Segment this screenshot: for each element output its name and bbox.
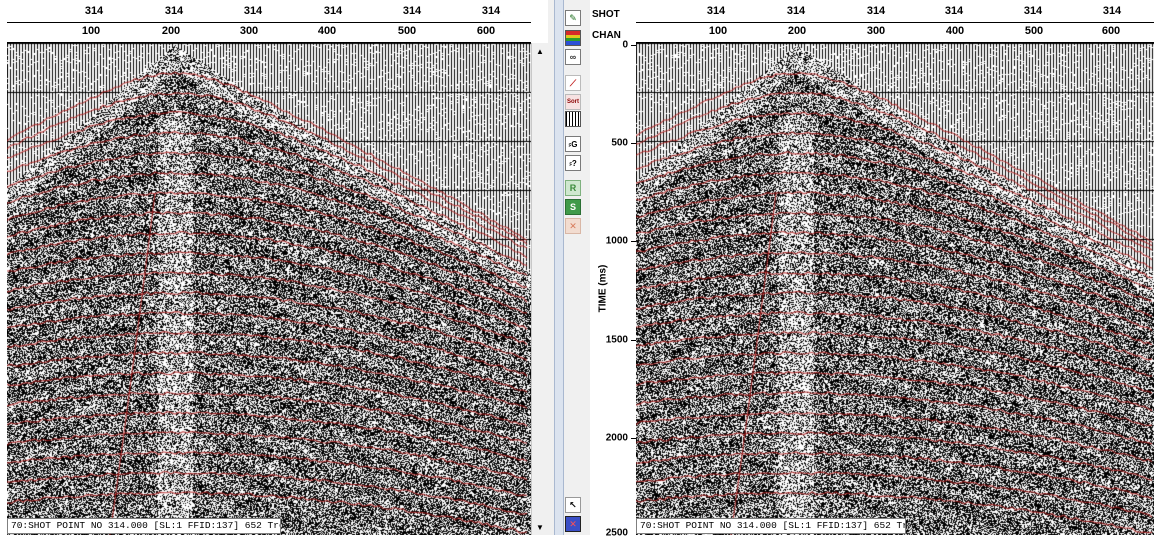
shot-label: 314 bbox=[323, 5, 343, 17]
chan-label: 600 bbox=[1101, 25, 1121, 37]
time-tick bbox=[631, 438, 636, 439]
chan-axis-label: CHAN bbox=[592, 30, 621, 41]
shot-label: 314 bbox=[866, 5, 886, 17]
r-icon[interactable]: R bbox=[565, 180, 581, 196]
color-bar-icon[interactable] bbox=[565, 30, 581, 46]
chan-label: 200 bbox=[161, 25, 181, 37]
query-icon[interactable]: ⸗? bbox=[565, 155, 581, 171]
chan-label: 500 bbox=[397, 25, 417, 37]
goto-icon[interactable]: ⸗G bbox=[565, 136, 581, 152]
sort-icon[interactable]: Sort bbox=[565, 94, 581, 110]
right-shot-header: 314 314 314 314 314 314 bbox=[636, 0, 1154, 23]
chan-label: 100 bbox=[81, 25, 101, 37]
time-tick bbox=[631, 45, 636, 46]
chan-label: 400 bbox=[317, 25, 337, 37]
shot-label: 314 bbox=[84, 5, 104, 17]
shot-label: 314 bbox=[944, 5, 964, 17]
time-tick-label: 0 bbox=[622, 39, 628, 51]
time-axis-title: TIME (ms) bbox=[597, 264, 609, 313]
trace-grid-icon[interactable] bbox=[565, 111, 581, 127]
scroll-up-button[interactable]: ▲ bbox=[532, 43, 548, 59]
time-tick bbox=[631, 241, 636, 242]
time-tick-label: 1500 bbox=[605, 334, 628, 346]
time-tick-label: 2500 bbox=[605, 527, 628, 539]
shot-label: 314 bbox=[706, 5, 726, 17]
time-tick bbox=[631, 143, 636, 144]
chan-label: 200 bbox=[787, 25, 807, 37]
chan-label: 300 bbox=[239, 25, 259, 37]
chan-label: 100 bbox=[708, 25, 728, 37]
shot-label: 314 bbox=[164, 5, 184, 17]
chan-label: 500 bbox=[1024, 25, 1044, 37]
left-shot-header: 314 314 314 314 314 314 bbox=[7, 0, 531, 23]
vertical-toolbar: ✎ ∞ ⟋ Sort ⸗G ⸗? R S ✕ ↖ ✕ bbox=[548, 0, 590, 535]
time-tick-label: 1000 bbox=[605, 235, 628, 247]
time-axis: TIME (ms) 0 500 1000 1500 2000 2500 bbox=[591, 39, 636, 539]
shot-label: 314 bbox=[243, 5, 263, 17]
shot-label: 314 bbox=[481, 5, 501, 17]
left-seismic-canvas[interactable] bbox=[7, 43, 531, 535]
chan-label: 400 bbox=[945, 25, 965, 37]
shot-label: 314 bbox=[402, 5, 422, 17]
left-chan-header: 100 200 300 400 500 600 bbox=[7, 23, 531, 43]
vertical-scrollbar[interactable]: ▲ ▼ bbox=[531, 43, 548, 535]
left-status-bar: 70:SHOT POINT NO 314.000 [SL:1 FFID:137]… bbox=[7, 518, 281, 534]
shot-label: 314 bbox=[1102, 5, 1122, 17]
time-tick bbox=[631, 340, 636, 341]
toolbar-divider bbox=[554, 0, 564, 535]
right-status-bar: 70:SHOT POINT NO 314.000 [SL:1 FFID:137]… bbox=[636, 518, 906, 534]
s-icon[interactable]: S bbox=[565, 199, 581, 215]
chan-label: 600 bbox=[476, 25, 496, 37]
shot-label: 314 bbox=[1023, 5, 1043, 17]
left-seismic-panel: 314 314 314 314 314 314 100 200 300 400 … bbox=[7, 0, 531, 535]
right-seismic-panel: 314 314 314 314 314 314 100 200 300 400 … bbox=[636, 0, 1154, 535]
shot-axis-label: SHOT bbox=[592, 9, 620, 20]
time-tick-label: 500 bbox=[611, 137, 628, 149]
right-seismic-plot[interactable] bbox=[636, 43, 1154, 535]
pick-icon[interactable]: ⟋ bbox=[565, 75, 581, 91]
left-seismic-plot[interactable] bbox=[7, 43, 531, 535]
time-tick-label: 2000 bbox=[605, 432, 628, 444]
right-seismic-canvas[interactable] bbox=[636, 43, 1154, 535]
x-icon[interactable]: ✕ bbox=[565, 218, 581, 234]
shot-label: 314 bbox=[786, 5, 806, 17]
pointer-icon[interactable]: ↖ bbox=[565, 497, 581, 513]
chan-label: 300 bbox=[866, 25, 886, 37]
scroll-down-button[interactable]: ▼ bbox=[532, 519, 548, 535]
glasses-icon[interactable]: ∞ bbox=[565, 49, 581, 65]
close-icon[interactable]: ✕ bbox=[565, 516, 581, 532]
pencil-icon[interactable]: ✎ bbox=[565, 10, 581, 26]
right-chan-header: 100 200 300 400 500 600 bbox=[636, 23, 1154, 43]
